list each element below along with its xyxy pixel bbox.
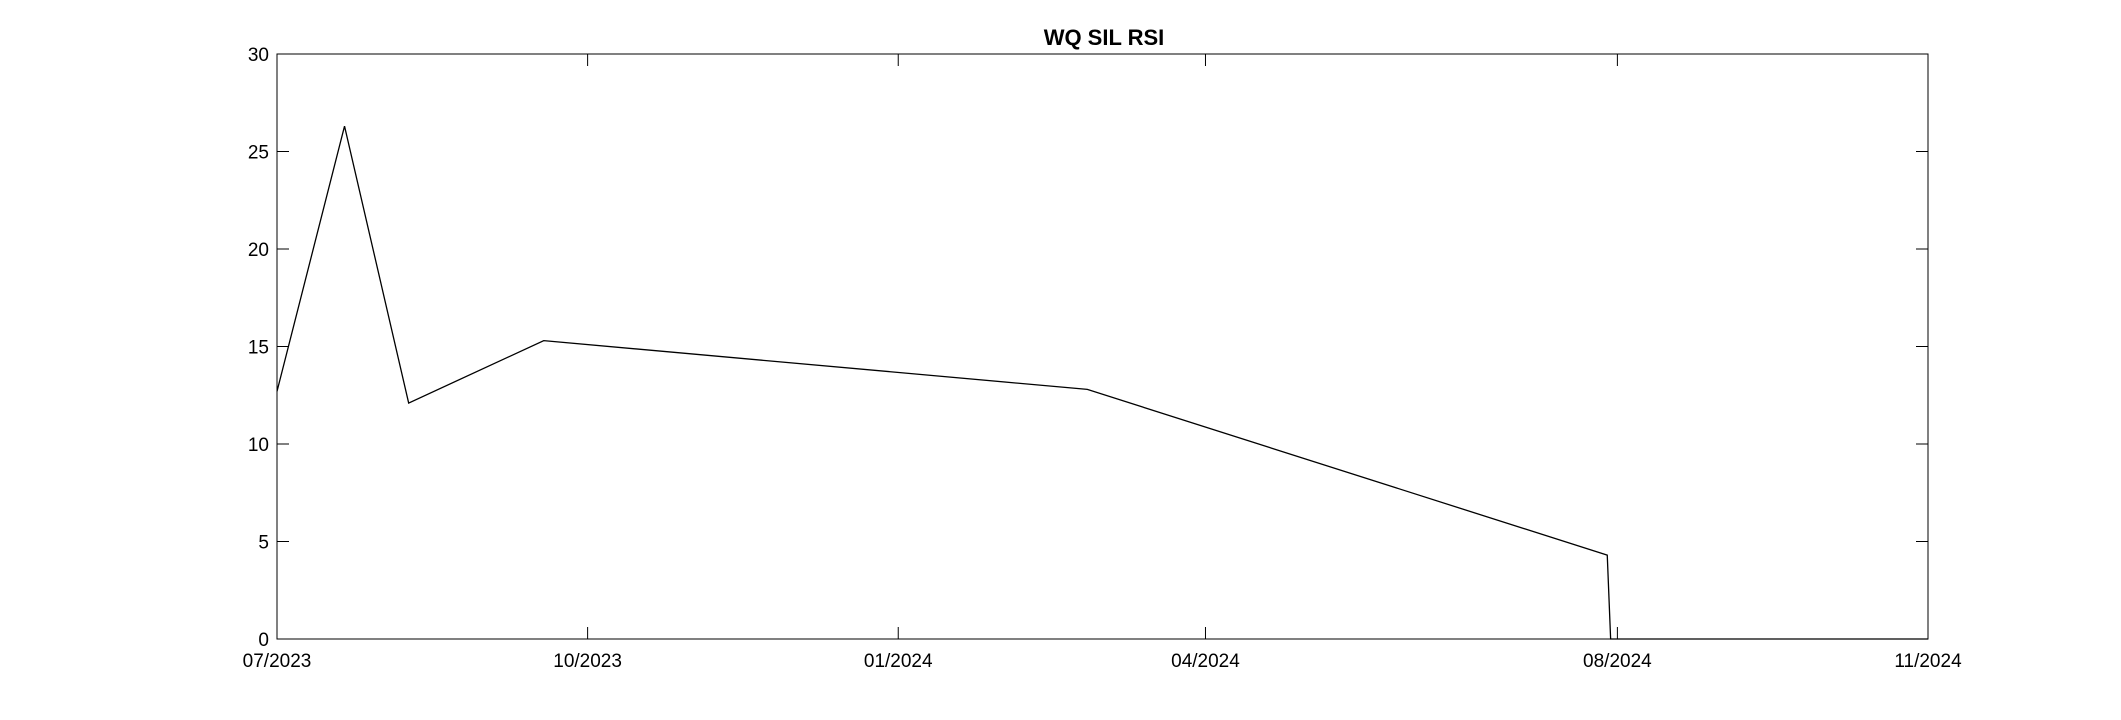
plot-area xyxy=(276,53,1929,640)
x-tick-label: 01/2024 xyxy=(864,651,933,672)
y-tick-label: 20 xyxy=(248,240,269,261)
y-tick-label: 15 xyxy=(248,338,269,359)
chart-title: WQ SIL RSI xyxy=(1044,25,1165,50)
y-tick-label: 25 xyxy=(248,143,269,164)
y-tick-label: 5 xyxy=(258,533,269,554)
y-tick-label: 30 xyxy=(248,45,269,66)
axis-ticks: 07/2023 10/2023 01/2024 04/2024 08/2024 11/20… xyxy=(243,45,1962,672)
y-tick-label: 0 xyxy=(258,630,269,651)
x-tick-label: 10/2023 xyxy=(553,651,622,672)
x-tick-label: 07/2023 xyxy=(243,651,312,672)
y-tick-label: 10 xyxy=(248,435,269,456)
x-tick-label: 04/2024 xyxy=(1171,651,1240,672)
x-tick-label: 08/2024 xyxy=(1583,651,1652,672)
series-line xyxy=(276,125,1928,640)
x-tick-label: 11/2024 xyxy=(1894,651,1962,672)
series-group xyxy=(276,125,1928,640)
